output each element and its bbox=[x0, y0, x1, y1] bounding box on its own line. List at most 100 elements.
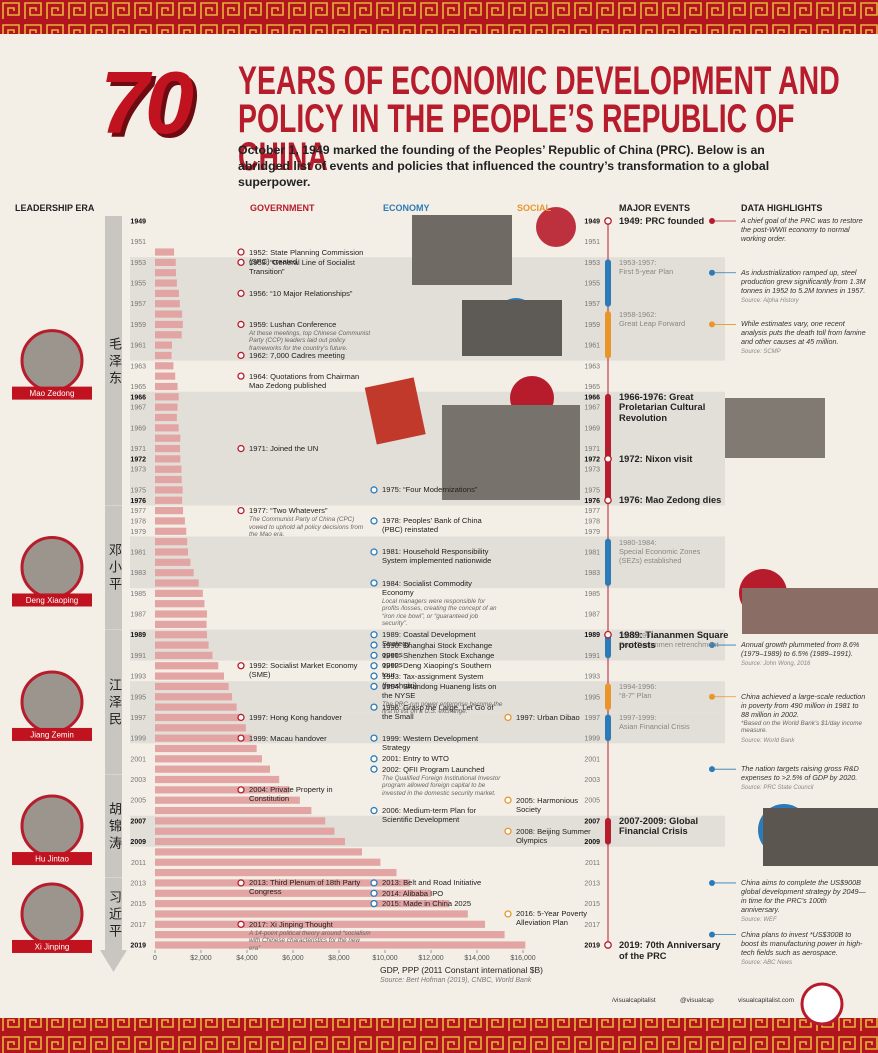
period-range: 1989-1991: bbox=[619, 630, 657, 640]
event-text: 1959: Lushan Conference bbox=[249, 319, 337, 329]
highlight: A chief goal of the PRC was to restore t… bbox=[741, 216, 866, 243]
period-range: 1953-1957: bbox=[619, 258, 657, 268]
y-tick-label: 2013 bbox=[584, 880, 600, 887]
bar bbox=[155, 579, 199, 587]
bar bbox=[155, 331, 182, 339]
y-tick-label: 1993 bbox=[130, 674, 146, 681]
y-tick-label: 1983 bbox=[130, 570, 146, 577]
event-text: 1992: Socialist Market Economy (SME) bbox=[249, 661, 358, 680]
bar bbox=[155, 424, 179, 432]
y-tick-label: 1976 bbox=[584, 498, 600, 505]
event: 2017: Xi Jinping Thought A 14-point polit… bbox=[249, 920, 371, 953]
period: 1994-1996: “8-7” Plan bbox=[619, 682, 724, 700]
event-text: 1990: Shanghai Stock Exchange opens bbox=[382, 640, 493, 659]
event: 1956: “10 Major Relationships” bbox=[249, 289, 371, 298]
y-tick-label: 1969 bbox=[584, 425, 600, 432]
bar bbox=[155, 538, 188, 546]
highlight-source: Source: John Wong, 2016 bbox=[741, 661, 811, 668]
bar bbox=[155, 258, 176, 266]
x-tick-label: $8,000 bbox=[328, 955, 350, 962]
bottom-border bbox=[0, 1018, 878, 1053]
event-text: 1977: “Two Whatevers” bbox=[249, 506, 328, 516]
event-text: 1984: Socialist Commodity Economy bbox=[382, 578, 472, 597]
y-tick-label: 1997 bbox=[584, 715, 600, 722]
event-text: 2008: Beijing Summer Olympics bbox=[516, 826, 591, 845]
website: visualcapitalist.com bbox=[738, 997, 794, 1004]
y-tick-label: 1991 bbox=[130, 653, 146, 660]
bar bbox=[155, 610, 207, 618]
event-dot bbox=[370, 651, 378, 660]
y-tick-label: 1953 bbox=[584, 260, 600, 267]
event: 2005: Harmonious Society bbox=[516, 796, 594, 814]
event-marker bbox=[605, 393, 611, 504]
bar bbox=[155, 755, 262, 763]
event-dot bbox=[237, 351, 245, 360]
bar bbox=[155, 569, 194, 577]
event: 2014: Alibaba IPO bbox=[382, 889, 504, 898]
event: 1993: Tax-assignment System (fenshuizi) bbox=[382, 672, 504, 690]
event: 1977: “Two Whatevers” The Communist Party… bbox=[249, 506, 371, 539]
event-marker bbox=[604, 496, 612, 505]
event-text: 1993: Tax-assignment System (fenshuizi) bbox=[382, 671, 484, 690]
leader-chinese: 习近平 bbox=[106, 889, 121, 941]
bar bbox=[155, 693, 233, 701]
leader-name: Deng Xiaoping bbox=[26, 596, 78, 605]
bar bbox=[155, 765, 270, 773]
event-dot bbox=[237, 713, 245, 722]
major-event: 1976: Mao Zedong dies bbox=[619, 495, 722, 506]
leader-chinese: 毛泽东 bbox=[106, 336, 121, 388]
highlight-text: The nation targets raising gross R&D exp… bbox=[741, 764, 859, 783]
bar bbox=[155, 269, 176, 277]
x-tick-label: $12,000 bbox=[418, 955, 443, 962]
bar bbox=[155, 444, 181, 453]
bar bbox=[155, 496, 183, 504]
highlight-source: Source: World Bank bbox=[741, 737, 795, 744]
bar bbox=[155, 589, 203, 597]
event-dot bbox=[237, 920, 245, 928]
event: 2008: Beijing Summer Olympics bbox=[516, 827, 594, 845]
event: 1999: Western Development Strategy bbox=[382, 734, 504, 752]
y-tick-label: 1975 bbox=[584, 487, 600, 494]
y-tick-label: 2011 bbox=[585, 860, 600, 867]
y-tick-label: 2007 bbox=[130, 818, 146, 825]
bar bbox=[155, 600, 205, 608]
bar bbox=[155, 248, 175, 256]
event-dot bbox=[370, 672, 378, 680]
event-text: 2015: Made in China 2025 bbox=[382, 899, 472, 909]
y-tick-label: 1981 bbox=[130, 549, 146, 556]
event-dot bbox=[370, 703, 378, 711]
bar bbox=[155, 848, 362, 856]
event-note: The Qualified Foreign Institutional Inve… bbox=[382, 774, 501, 797]
facebook: /visualcapitalist bbox=[612, 997, 656, 1004]
event-dot bbox=[370, 662, 378, 670]
name-ribbon bbox=[12, 852, 92, 866]
event: 1994: Shandong Huaneng lists on the NYSE… bbox=[382, 682, 504, 716]
y-tick-label: 2011 bbox=[131, 860, 146, 867]
event-dot bbox=[504, 713, 512, 722]
y-tick-label: 1985 bbox=[584, 591, 600, 598]
major-event: 1989: Tiananmen Square protests bbox=[619, 629, 729, 651]
bar bbox=[155, 744, 257, 753]
bar bbox=[155, 620, 207, 628]
bar bbox=[155, 651, 213, 659]
bar bbox=[155, 858, 381, 866]
y-tick-label: 1957 bbox=[130, 301, 146, 308]
y-tick-label: 1976 bbox=[130, 498, 146, 505]
highlight-source: Source: PRC State Council bbox=[741, 785, 814, 792]
bar bbox=[155, 300, 180, 308]
event-dot bbox=[370, 765, 378, 773]
highlight: The nation targets raising gross R&D exp… bbox=[741, 764, 866, 793]
leader-name: Xi Jinping bbox=[35, 942, 70, 951]
event-note: At these meetings, top Chinese Communist… bbox=[249, 329, 371, 352]
highlight: China achieved a large-scale reduction i… bbox=[741, 692, 866, 746]
y-tick-label: 1975 bbox=[130, 487, 146, 494]
event-dot bbox=[504, 827, 512, 835]
bar bbox=[155, 310, 183, 318]
bar bbox=[155, 631, 207, 639]
event-dot bbox=[370, 641, 378, 649]
twitter: @visualcap bbox=[680, 997, 714, 1004]
bar bbox=[155, 289, 179, 297]
period: 1953-1957: First 5-year Plan bbox=[619, 258, 724, 276]
y-tick-label: 1963 bbox=[584, 363, 600, 370]
